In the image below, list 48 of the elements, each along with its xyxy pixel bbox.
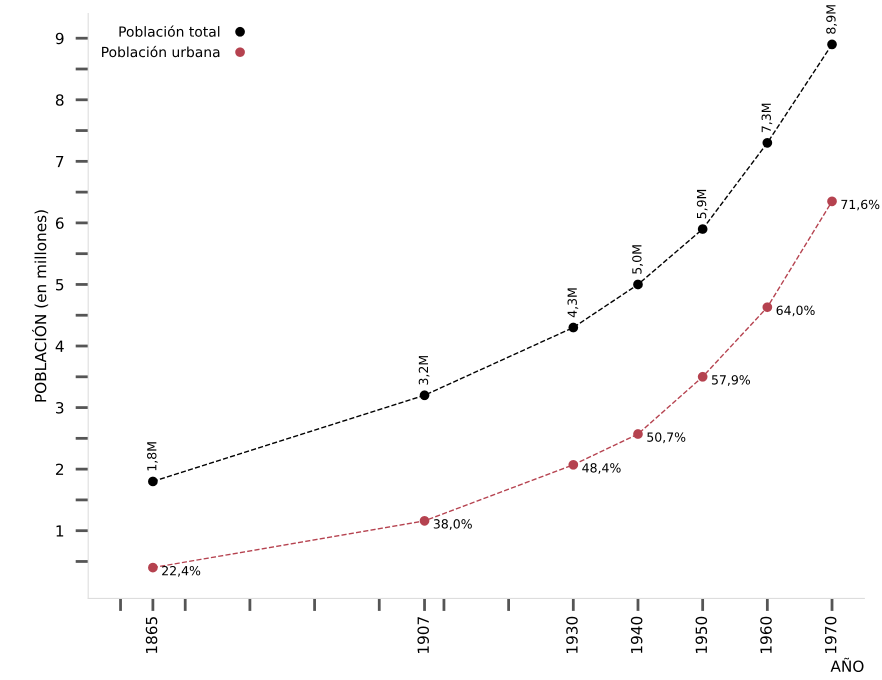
y-axis-title: POBLACIÓN (en millones) bbox=[32, 210, 48, 402]
y-tick-label: 7 bbox=[56, 156, 64, 168]
y-tick-label: 6 bbox=[56, 217, 64, 229]
legend-label: Población urbana bbox=[102, 46, 220, 58]
point bbox=[698, 372, 708, 382]
y-tick-label: 1 bbox=[56, 525, 64, 536]
x-tick-label: 1940 bbox=[630, 616, 642, 653]
x-tick-label: 1950 bbox=[696, 616, 708, 653]
y-tick-label: 9 bbox=[56, 32, 64, 44]
point bbox=[698, 224, 708, 234]
point bbox=[568, 460, 578, 470]
data-label: 1,8M bbox=[147, 442, 158, 470]
point bbox=[420, 390, 430, 400]
annotation: 22,4% bbox=[162, 566, 200, 577]
data-label: 7,3M bbox=[762, 104, 772, 132]
y-tick-label: 8 bbox=[56, 94, 64, 106]
point bbox=[827, 40, 837, 50]
point bbox=[420, 516, 430, 526]
data-label: 4,3M bbox=[567, 288, 578, 318]
x-tick-label: 1930 bbox=[566, 616, 578, 653]
point bbox=[568, 322, 578, 332]
legend-label: Población total bbox=[119, 26, 220, 37]
data-label: 3,2M bbox=[418, 356, 430, 385]
point bbox=[762, 138, 772, 148]
x-tick-label: 1960 bbox=[760, 616, 772, 653]
y-tick-label: 3 bbox=[56, 402, 64, 414]
x-axis-title: AÑO bbox=[830, 658, 864, 672]
point bbox=[148, 476, 158, 486]
annotation: 50,7% bbox=[647, 432, 686, 444]
point bbox=[633, 429, 643, 439]
annotation: 38,0% bbox=[434, 519, 472, 530]
data-label: 5,0M bbox=[632, 245, 643, 274]
y-tick-label: 2 bbox=[56, 464, 64, 475]
point bbox=[633, 280, 643, 290]
annotation: 64,0% bbox=[776, 306, 815, 316]
data-label: 5,9M bbox=[696, 190, 708, 218]
point bbox=[148, 562, 158, 572]
x-tick-label: 1970 bbox=[824, 616, 836, 653]
x-tick-label: 1907 bbox=[417, 617, 429, 653]
y-tick-label: 4 bbox=[56, 340, 64, 352]
y-tick-label: 5 bbox=[56, 279, 64, 290]
data-label: 8,9M bbox=[826, 5, 837, 34]
annotation: 48,4% bbox=[582, 463, 621, 474]
point bbox=[762, 302, 772, 312]
annotation: 71,6% bbox=[841, 200, 880, 210]
annotation: 57,9% bbox=[712, 375, 750, 386]
point bbox=[827, 196, 837, 206]
x-tick-label: 1865 bbox=[146, 617, 158, 653]
